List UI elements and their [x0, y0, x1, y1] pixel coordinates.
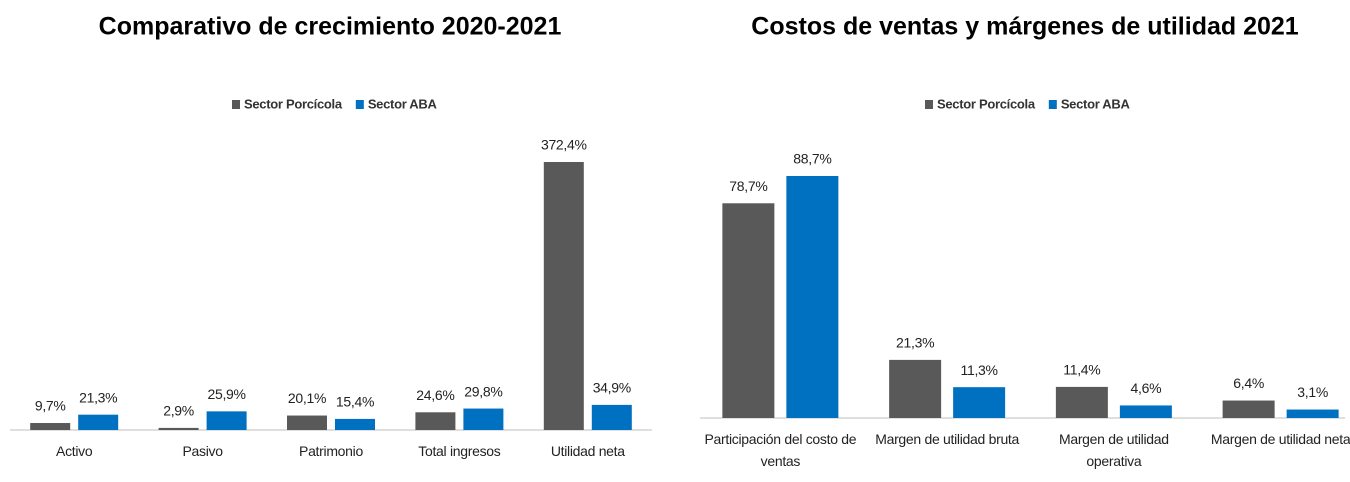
bar	[591, 404, 632, 430]
bar	[415, 412, 456, 430]
x-tick-label: Margen de utilidad bruta	[875, 431, 1020, 447]
x-tick-label-box: Utilidad neta	[550, 443, 625, 459]
bar	[1055, 386, 1108, 418]
x-tick-label: Participación del costo de ventas	[704, 431, 857, 469]
x-tick-label-box: Margen de utilidad operativa	[1058, 431, 1169, 469]
data-label: 34,9%	[593, 380, 631, 396]
chart-title: Comparativo de crecimiento 2020-2021	[99, 13, 562, 41]
data-label: 6,4%	[1233, 375, 1264, 391]
bar	[206, 411, 247, 430]
data-label: 25,9%	[207, 386, 245, 402]
bar	[543, 162, 584, 430]
x-tick-label-box: Total ingresos	[418, 443, 501, 459]
x-tick-label: Pasivo	[182, 443, 223, 459]
data-label: 3,1%	[1297, 384, 1328, 400]
bar	[78, 414, 119, 430]
bar	[335, 418, 375, 430]
legend-swatch	[355, 100, 364, 109]
x-tick-label: Margen de utilidad operativa	[1058, 431, 1169, 469]
data-label: 11,4%	[1063, 362, 1100, 378]
legend-label: Sector Porcícola	[937, 96, 1036, 111]
legend-label: Sector Porcícola	[244, 96, 343, 111]
legend-swatch	[925, 100, 933, 109]
x-tick-label: Utilidad neta	[550, 443, 625, 459]
legend-label: Sector ABA	[368, 96, 438, 111]
x-tick-label: Total ingresos	[418, 443, 501, 459]
data-label: 24,6%	[416, 387, 454, 403]
x-tick-label-box: Participación del costo de ventas	[704, 431, 857, 469]
x-tick-label: Margen de utilidad neta	[1210, 431, 1350, 447]
data-label: 11,3%	[961, 362, 998, 378]
bar	[722, 203, 775, 418]
bar	[158, 427, 199, 430]
data-label: 29,8%	[464, 383, 502, 399]
bar	[287, 415, 327, 430]
x-tick-label-box: Margen de utilidad neta	[1210, 431, 1350, 447]
legend-label: Sector ABA	[1061, 96, 1131, 111]
data-label: 2,9%	[163, 403, 194, 419]
bar	[30, 423, 71, 430]
bar	[1286, 409, 1339, 418]
data-label: 20,1%	[288, 390, 326, 406]
data-label: 88,7%	[793, 151, 831, 167]
bar	[1119, 405, 1172, 418]
x-tick-label: Patrimonio	[299, 443, 363, 459]
bar	[463, 408, 504, 430]
x-tick-label-box: Activo	[56, 443, 93, 459]
data-label: 21,3%	[896, 335, 934, 351]
bar	[1222, 400, 1275, 418]
x-tick-label-box: Margen de utilidad bruta	[875, 431, 1020, 447]
data-label: 372,4%	[541, 137, 587, 153]
bar	[786, 176, 839, 418]
data-label: 78,7%	[729, 178, 767, 194]
legend-swatch	[1048, 100, 1057, 109]
bar	[953, 387, 1006, 418]
data-label: 4,6%	[1131, 380, 1162, 396]
x-tick-label-box: Patrimonio	[299, 443, 363, 459]
x-tick-label: Activo	[56, 443, 93, 459]
data-label: 21,3%	[79, 389, 117, 405]
legend-swatch	[232, 100, 240, 109]
bar	[889, 359, 942, 418]
data-label: 9,7%	[35, 398, 66, 414]
x-tick-label-box: Pasivo	[182, 443, 223, 459]
chart-title: Costos de ventas y márgenes de utilidad …	[751, 13, 1299, 41]
data-label: 15,4%	[336, 394, 374, 410]
